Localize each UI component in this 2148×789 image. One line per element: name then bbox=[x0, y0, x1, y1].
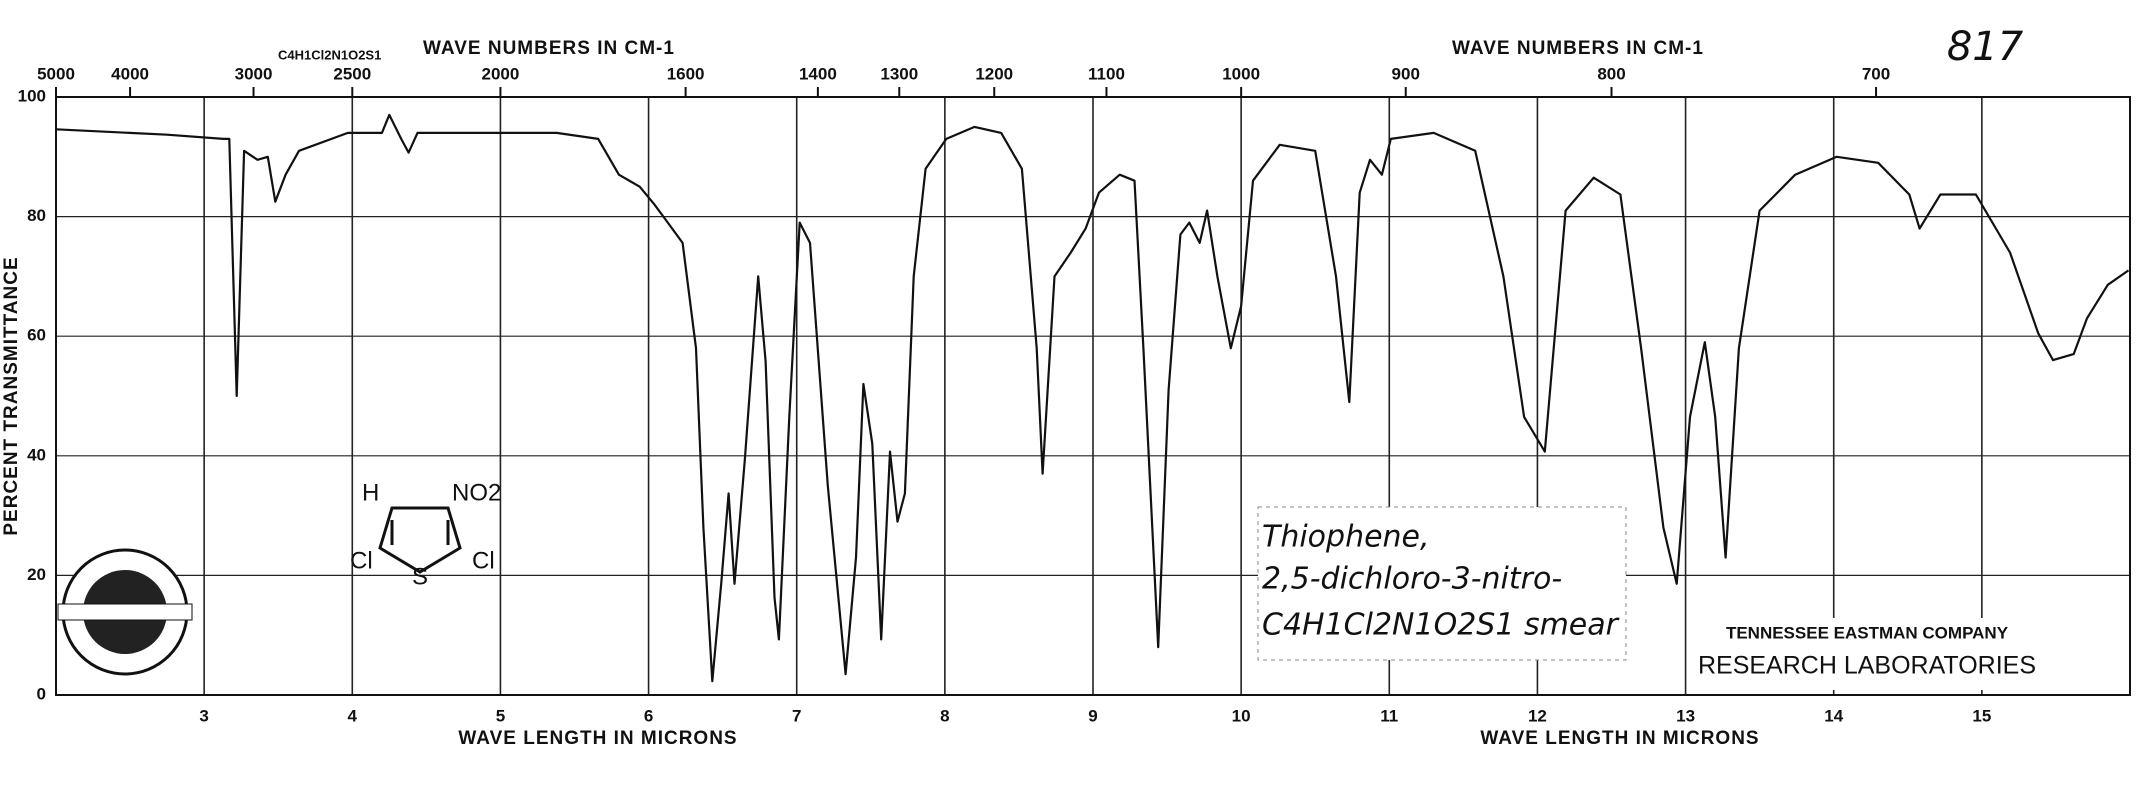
x-axis-label: WAVE LENGTH IN MICRONS bbox=[458, 728, 737, 749]
x2-tick-label: 1300 bbox=[880, 64, 918, 83]
formula-top: C4H1Cl2N1O2S1 bbox=[278, 47, 381, 62]
top-axis-label: WAVE NUMBERS IN CM-1 bbox=[423, 38, 675, 59]
x2-tick-label: 1400 bbox=[799, 64, 837, 83]
x-tick-label: 3 bbox=[199, 706, 208, 725]
x2-tick-label: 800 bbox=[1597, 64, 1625, 83]
x-tick-label: 15 bbox=[1972, 706, 1991, 725]
annotation-line: 2,5-dichloro-3-nitro- bbox=[1262, 562, 1562, 597]
atom-label: Cl bbox=[472, 547, 495, 574]
x2-tick-label: 1200 bbox=[975, 64, 1013, 83]
atom-label: NO2 bbox=[452, 479, 501, 506]
atom-label: Cl bbox=[350, 547, 373, 574]
annotation-line: C4H1Cl2N1O2S1 smear bbox=[1262, 608, 1620, 643]
x-tick-label: 10 bbox=[1232, 706, 1251, 725]
x-axis-label: WAVE LENGTH IN MICRONS bbox=[1480, 728, 1759, 749]
atom-label: H bbox=[362, 479, 379, 506]
x-tick-label: 13 bbox=[1676, 706, 1695, 725]
y-tick-label: 40 bbox=[27, 445, 46, 464]
x2-tick-label: 700 bbox=[1862, 64, 1890, 83]
x-tick-label: 4 bbox=[348, 706, 358, 725]
y-axis-label: PERCENT TRANSMITTANCE bbox=[1, 256, 22, 535]
x-tick-label: 8 bbox=[940, 706, 949, 725]
plot-frame bbox=[55, 96, 2131, 696]
x2-tick-label: 1600 bbox=[667, 64, 705, 83]
logo bbox=[57, 548, 193, 676]
x2-tick-label: 1100 bbox=[1088, 64, 1125, 83]
x-tick-label: 11 bbox=[1380, 706, 1398, 725]
company-name: TENNESSEE EASTMAN COMPANY bbox=[1726, 623, 2009, 642]
x-tick-label: 9 bbox=[1088, 706, 1097, 725]
sheet-number: 817 bbox=[1947, 24, 2024, 70]
x2-tick-label: 2500 bbox=[333, 64, 371, 83]
x2-tick-label: 4000 bbox=[111, 64, 149, 83]
x-tick-label: 6 bbox=[644, 706, 653, 725]
thiophene-ring bbox=[378, 506, 462, 574]
y-tick-label: 80 bbox=[27, 206, 46, 225]
company-box bbox=[1712, 618, 2022, 690]
x2-tick-label: 900 bbox=[1392, 64, 1420, 83]
company-name: RESEARCH LABORATORIES bbox=[1698, 652, 2036, 680]
x2-tick-label: 3000 bbox=[235, 64, 273, 83]
annotation-box bbox=[1257, 506, 1627, 661]
x-tick-label: 14 bbox=[1824, 706, 1843, 725]
y-tick-label: 60 bbox=[27, 326, 46, 345]
x-tick-label: 12 bbox=[1528, 706, 1547, 725]
x2-tick-label: 2000 bbox=[482, 64, 520, 83]
y-tick-label: 20 bbox=[27, 565, 46, 584]
y-tick-label: 100 bbox=[18, 86, 46, 105]
atom-label: S bbox=[412, 563, 428, 590]
annotation-line: Thiophene, bbox=[1262, 520, 1430, 555]
y-tick-label: 0 bbox=[37, 684, 46, 703]
x-tick-label: 7 bbox=[792, 706, 801, 725]
x-tick-label: 5 bbox=[496, 706, 505, 725]
x2-tick-label: 1000 bbox=[1222, 64, 1260, 83]
logo-band bbox=[57, 603, 193, 621]
spectrum-line bbox=[55, 113, 2130, 683]
structure: H NO2 Cl S Cl bbox=[350, 479, 501, 590]
x2-tick-label: 5000 bbox=[37, 64, 75, 83]
top-axis-label: WAVE NUMBERS IN CM-1 bbox=[1452, 38, 1704, 59]
